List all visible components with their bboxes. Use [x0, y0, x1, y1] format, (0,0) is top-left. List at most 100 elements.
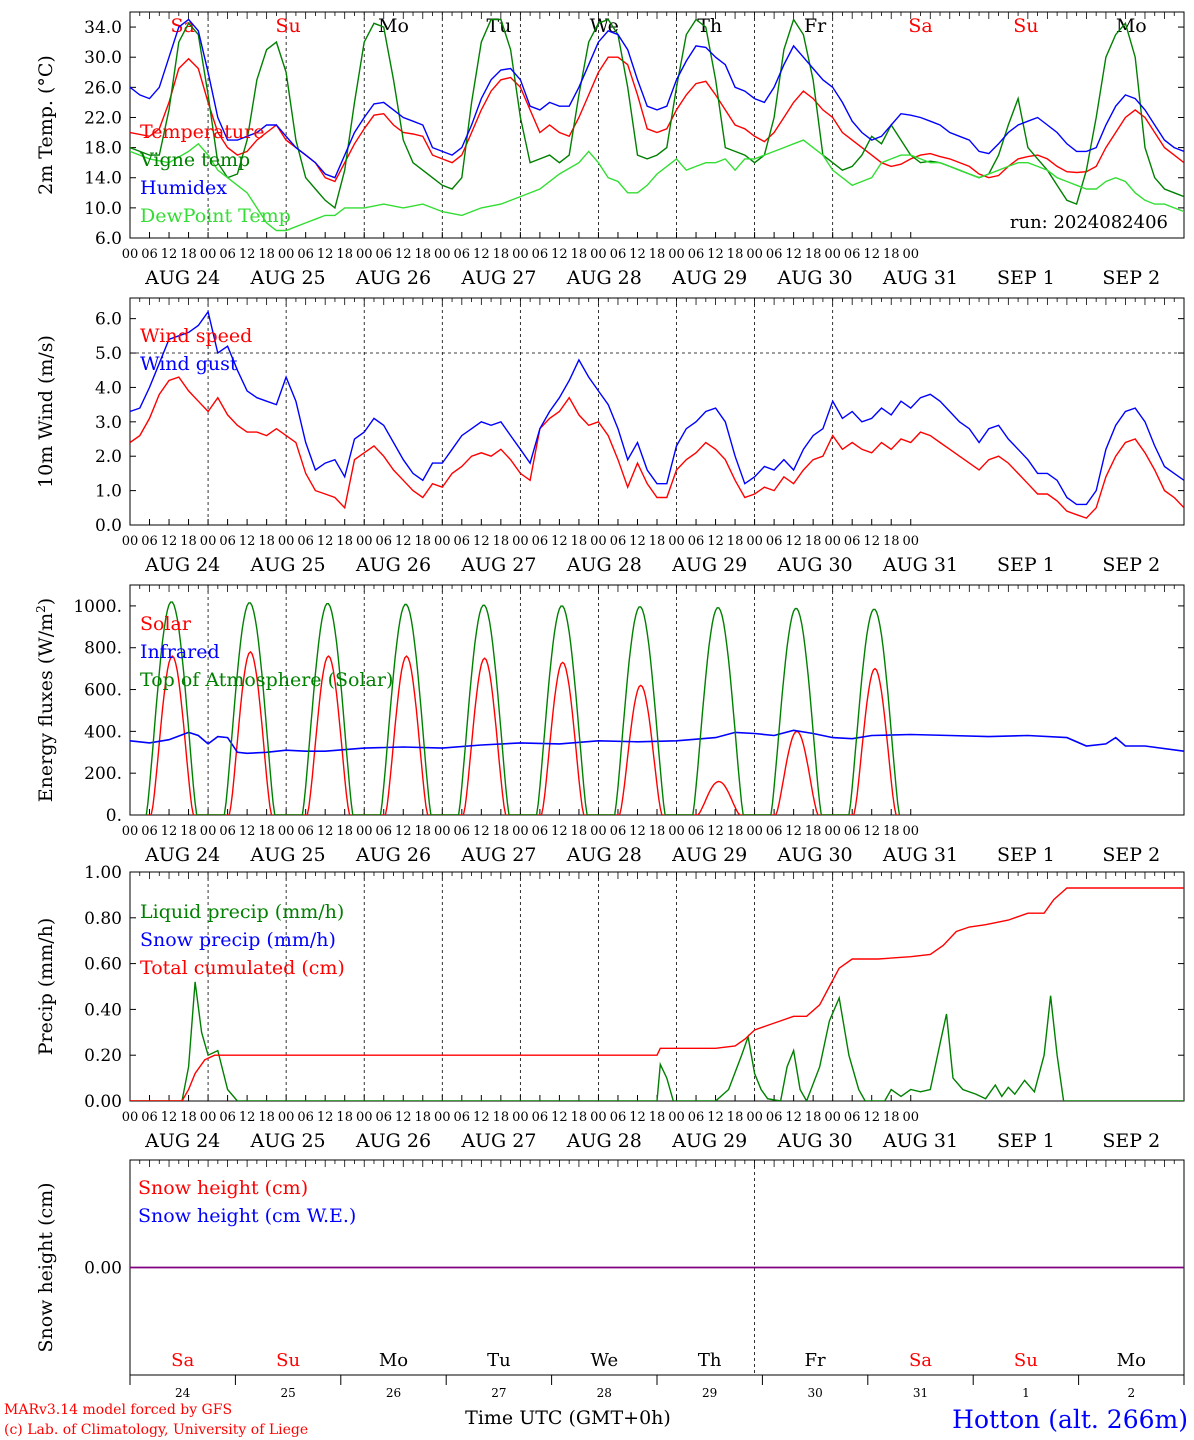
date-label: AUG 29: [671, 267, 747, 289]
hour-label: 00: [512, 534, 529, 549]
date-label: AUG 30: [777, 1130, 853, 1152]
hour-label: 18: [493, 247, 510, 262]
hour-label: 00: [434, 1110, 451, 1125]
hour-label: 00: [668, 534, 685, 549]
hour-label: 06: [454, 1110, 471, 1125]
y-tick-label: 10.0: [84, 199, 122, 219]
y-tick-label: 0.00: [84, 1259, 122, 1279]
hour-label: 00: [122, 247, 139, 262]
hour-label: 12: [395, 247, 412, 262]
hour-label: 06: [766, 534, 783, 549]
hour-label: 06: [454, 247, 471, 262]
y-tick-label: 2.0: [95, 447, 122, 467]
hour-label: 12: [161, 1110, 178, 1125]
hour-label: 06: [688, 1110, 705, 1125]
hour-label: 12: [785, 534, 802, 549]
weekday-label-bottom: Su: [276, 1350, 300, 1371]
day-number-label: 1: [1022, 1386, 1030, 1400]
hour-label: 18: [180, 534, 197, 549]
legend-entry: Snow height (cm W.E.): [138, 1205, 356, 1227]
hour-label: 18: [180, 824, 197, 839]
hour-label: 12: [473, 534, 490, 549]
hour-label: 06: [766, 824, 783, 839]
y-tick-label: 0.00: [84, 1092, 122, 1112]
series-line: [130, 981, 1184, 1101]
hour-label: 00: [122, 534, 139, 549]
legend-entry: Total cumulated (cm): [140, 957, 345, 979]
hour-label: 06: [219, 534, 236, 549]
date-label: AUG 27: [460, 267, 536, 289]
hour-label: 00: [590, 534, 607, 549]
day-number-label: 27: [491, 1386, 506, 1400]
y-axis-label: Energy fluxes (W/m2): [34, 598, 57, 802]
date-label: AUG 25: [250, 554, 326, 576]
y-tick-label: 400.: [84, 722, 122, 742]
legend-entry: Snow height (cm): [138, 1177, 308, 1199]
hour-label: 18: [258, 247, 275, 262]
day-number-label: 25: [280, 1386, 295, 1400]
y-tick-label: 1.0: [95, 482, 122, 502]
y-tick-label: 1000.: [73, 597, 122, 617]
y-tick-label: 14.0: [84, 169, 122, 189]
hour-label: 00: [434, 534, 451, 549]
weekday-label-bottom: Tu: [487, 1350, 511, 1371]
hour-label: 06: [375, 534, 392, 549]
hour-label: 18: [649, 1110, 666, 1125]
y-tick-label: 6.0: [95, 229, 122, 249]
hour-label: 12: [317, 247, 334, 262]
hour-label: 00: [668, 247, 685, 262]
series-line: [130, 139, 1184, 232]
y-tick-label: 0.80: [84, 909, 122, 929]
hour-label: 12: [863, 1110, 880, 1125]
date-label: AUG 27: [460, 1130, 536, 1152]
hour-label: 06: [297, 534, 314, 549]
hour-label: 00: [200, 824, 217, 839]
hour-label: 18: [649, 824, 666, 839]
legend-entry: Top of Atmosphere (Solar): [140, 669, 393, 691]
hour-label: 06: [219, 247, 236, 262]
legend-entry: Humidex: [140, 177, 227, 199]
series-line: [130, 310, 1184, 506]
hour-label: 06: [297, 824, 314, 839]
y-axis-label: 2m Temp. (°C): [35, 55, 57, 195]
y-tick-label: 0.20: [84, 1046, 122, 1066]
weekday-label: Th: [697, 15, 722, 37]
hour-label: 06: [297, 247, 314, 262]
hour-label: 12: [473, 247, 490, 262]
y-tick-label: 0.: [106, 806, 122, 826]
hour-label: 12: [551, 534, 568, 549]
hour-label: 18: [805, 1110, 822, 1125]
hour-label: 18: [493, 824, 510, 839]
y-tick-label: 0.0: [95, 516, 122, 536]
y-tick-label: 34.0: [84, 18, 122, 38]
hour-label: 00: [200, 1110, 217, 1125]
date-label: AUG 30: [777, 554, 853, 576]
y-tick-label: 5.0: [95, 344, 122, 364]
weekday-label-bottom: Fr: [805, 1350, 826, 1371]
hour-label: 12: [707, 1110, 724, 1125]
hour-label: 12: [395, 824, 412, 839]
hour-label: 06: [454, 824, 471, 839]
hour-label: 18: [415, 247, 432, 262]
hour-label: 00: [902, 1110, 919, 1125]
date-label: AUG 24: [144, 267, 220, 289]
station-label: Hotton (alt. 266m): [952, 1405, 1188, 1434]
hour-label: 18: [649, 534, 666, 549]
hour-label: 00: [434, 247, 451, 262]
series-line: [130, 376, 1184, 519]
hour-label: 00: [590, 1110, 607, 1125]
hour-label: 00: [278, 1110, 295, 1125]
hour-label: 00: [200, 247, 217, 262]
hour-label: 18: [180, 1110, 197, 1125]
plot-frame-2: [129, 297, 1185, 526]
hour-label: 18: [493, 1110, 510, 1125]
hour-label: 18: [805, 247, 822, 262]
hour-label: 06: [844, 534, 861, 549]
date-label: SEP 2: [1102, 267, 1160, 289]
hour-label: 00: [746, 247, 763, 262]
hour-label: 00: [278, 534, 295, 549]
hour-label: 12: [395, 534, 412, 549]
y-tick-label: 1.00: [84, 863, 122, 883]
hour-label: 00: [512, 824, 529, 839]
